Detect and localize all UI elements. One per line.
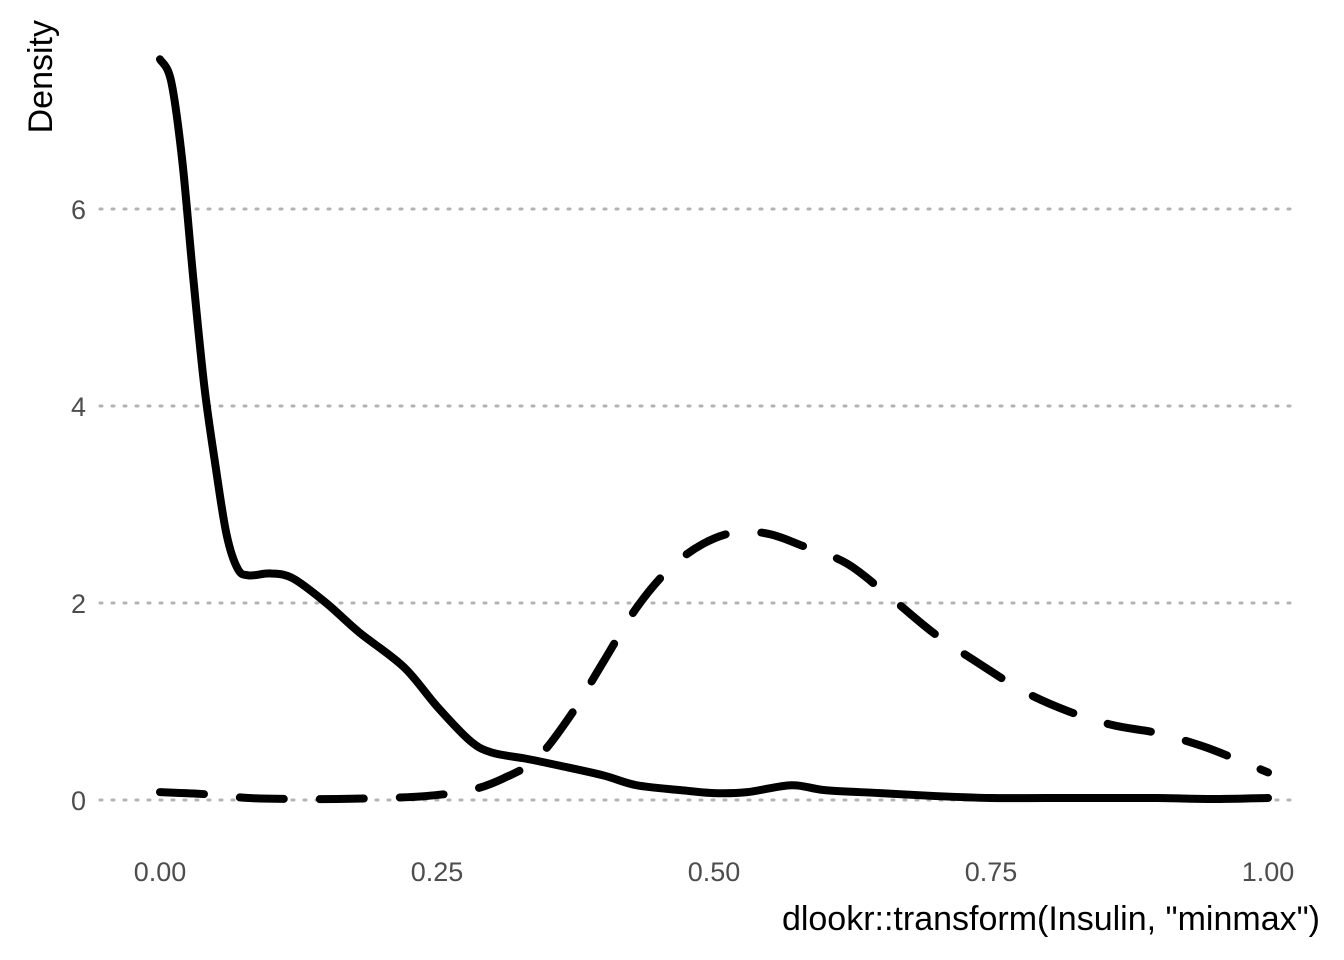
x-axis-title: dlookr::transform(Insulin, "minmax")	[782, 900, 1320, 938]
x-tick-label: 0.00	[134, 857, 187, 887]
y-axis-ticks: 0 2 4 6	[71, 195, 86, 816]
density-line-dashed	[156, 527, 1272, 804]
grid-lines	[98, 207, 1298, 802]
x-tick-label: 1.00	[1242, 857, 1295, 887]
y-tick-label: 2	[71, 589, 86, 619]
y-tick-label: 6	[71, 195, 86, 225]
density-series	[156, 55, 1272, 804]
x-tick-label: 0.50	[688, 857, 741, 887]
y-tick-label: 4	[71, 392, 86, 422]
x-tick-label: 0.25	[411, 857, 464, 887]
y-axis-title: Density	[22, 20, 60, 133]
y-tick-label: 0	[71, 786, 86, 816]
density-line-solid	[156, 55, 1272, 804]
x-axis-ticks: 0.00 0.25 0.50 0.75 1.00	[134, 857, 1295, 887]
x-tick-label: 0.75	[965, 857, 1018, 887]
